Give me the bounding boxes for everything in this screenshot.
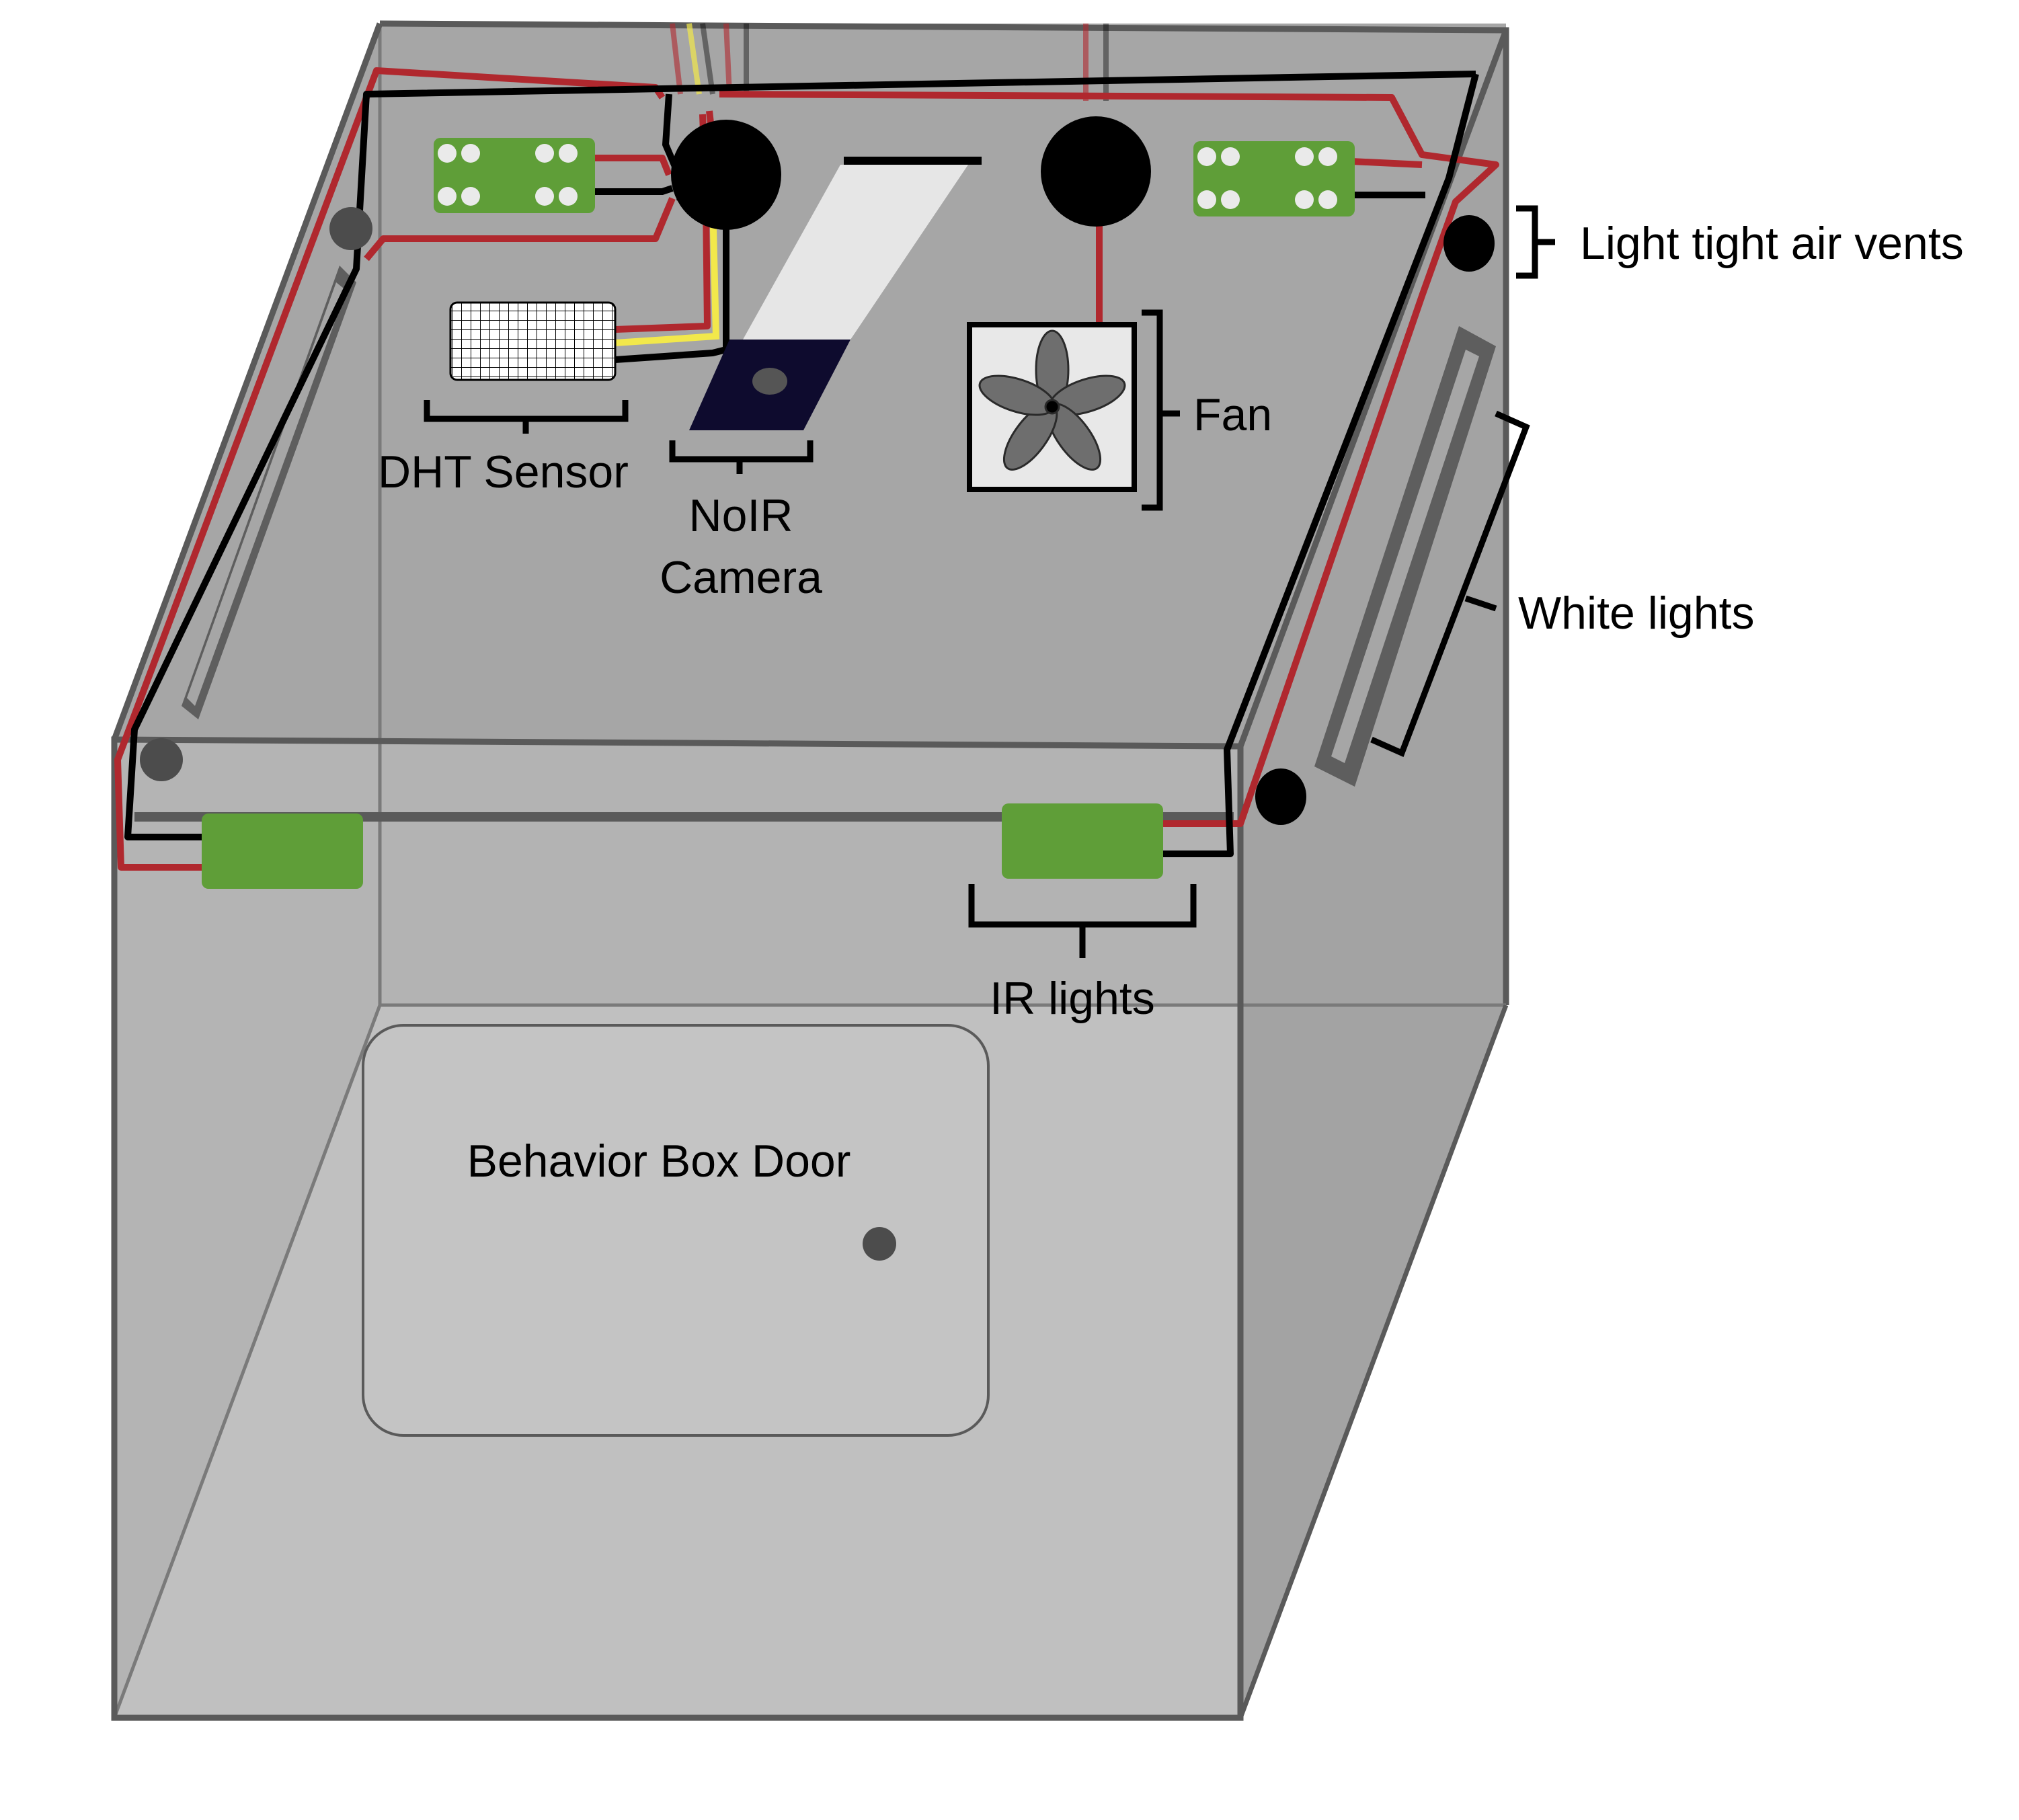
camera-ribbon-clip: [844, 157, 982, 165]
behavior-box-door[interactable]: [362, 1024, 990, 1437]
fan: [967, 322, 1137, 492]
door-knob[interactable]: [863, 1227, 896, 1261]
label-camera-line2: Camera: [660, 552, 822, 603]
label-dht-sensor: DHT Sensor: [378, 446, 629, 498]
bracket-camera: [669, 440, 814, 474]
air-vents: [140, 116, 1495, 825]
bracket-fan: [1142, 309, 1180, 511]
bracket-ir-lights: [968, 884, 1197, 958]
fan-blades: [978, 329, 1126, 471]
white-light-board-right: [1193, 141, 1355, 216]
vent-left-upper: [329, 207, 372, 250]
vent-right-lower: [1255, 768, 1306, 825]
label-camera-line1: NoIR: [689, 490, 793, 541]
vent-left-lower: [140, 738, 183, 781]
camera-ribbon: [743, 165, 968, 340]
label-fan: Fan: [1193, 389, 1272, 440]
label-brackets: [424, 205, 1555, 958]
vent-right-upper: [1443, 215, 1495, 272]
noir-camera: [689, 157, 982, 430]
yellow-wire: [615, 201, 720, 346]
vent-top-right: [1041, 116, 1151, 227]
ir-light-board-right: [1002, 803, 1163, 879]
white-light-strip-right: [1314, 326, 1496, 787]
bracket-air-vents: [1516, 205, 1555, 279]
label-door: Behavior Box Door: [467, 1136, 851, 1187]
label-ir-lights: IR lights: [990, 973, 1155, 1024]
incoming-cables: [670, 23, 1109, 101]
white-light-board-left: [434, 138, 595, 213]
white-light-strip-left: [182, 266, 356, 719]
label-white-lights: White lights: [1518, 588, 1754, 639]
dht-sensor: [449, 301, 617, 381]
ir-light-board-left: [202, 814, 363, 889]
label-air-vents: Light tight air vents: [1580, 218, 1964, 269]
vent-top-center: [671, 120, 781, 230]
camera-lens: [752, 368, 787, 395]
bracket-dht: [424, 400, 629, 434]
bracket-white-lights: [1370, 410, 1530, 758]
